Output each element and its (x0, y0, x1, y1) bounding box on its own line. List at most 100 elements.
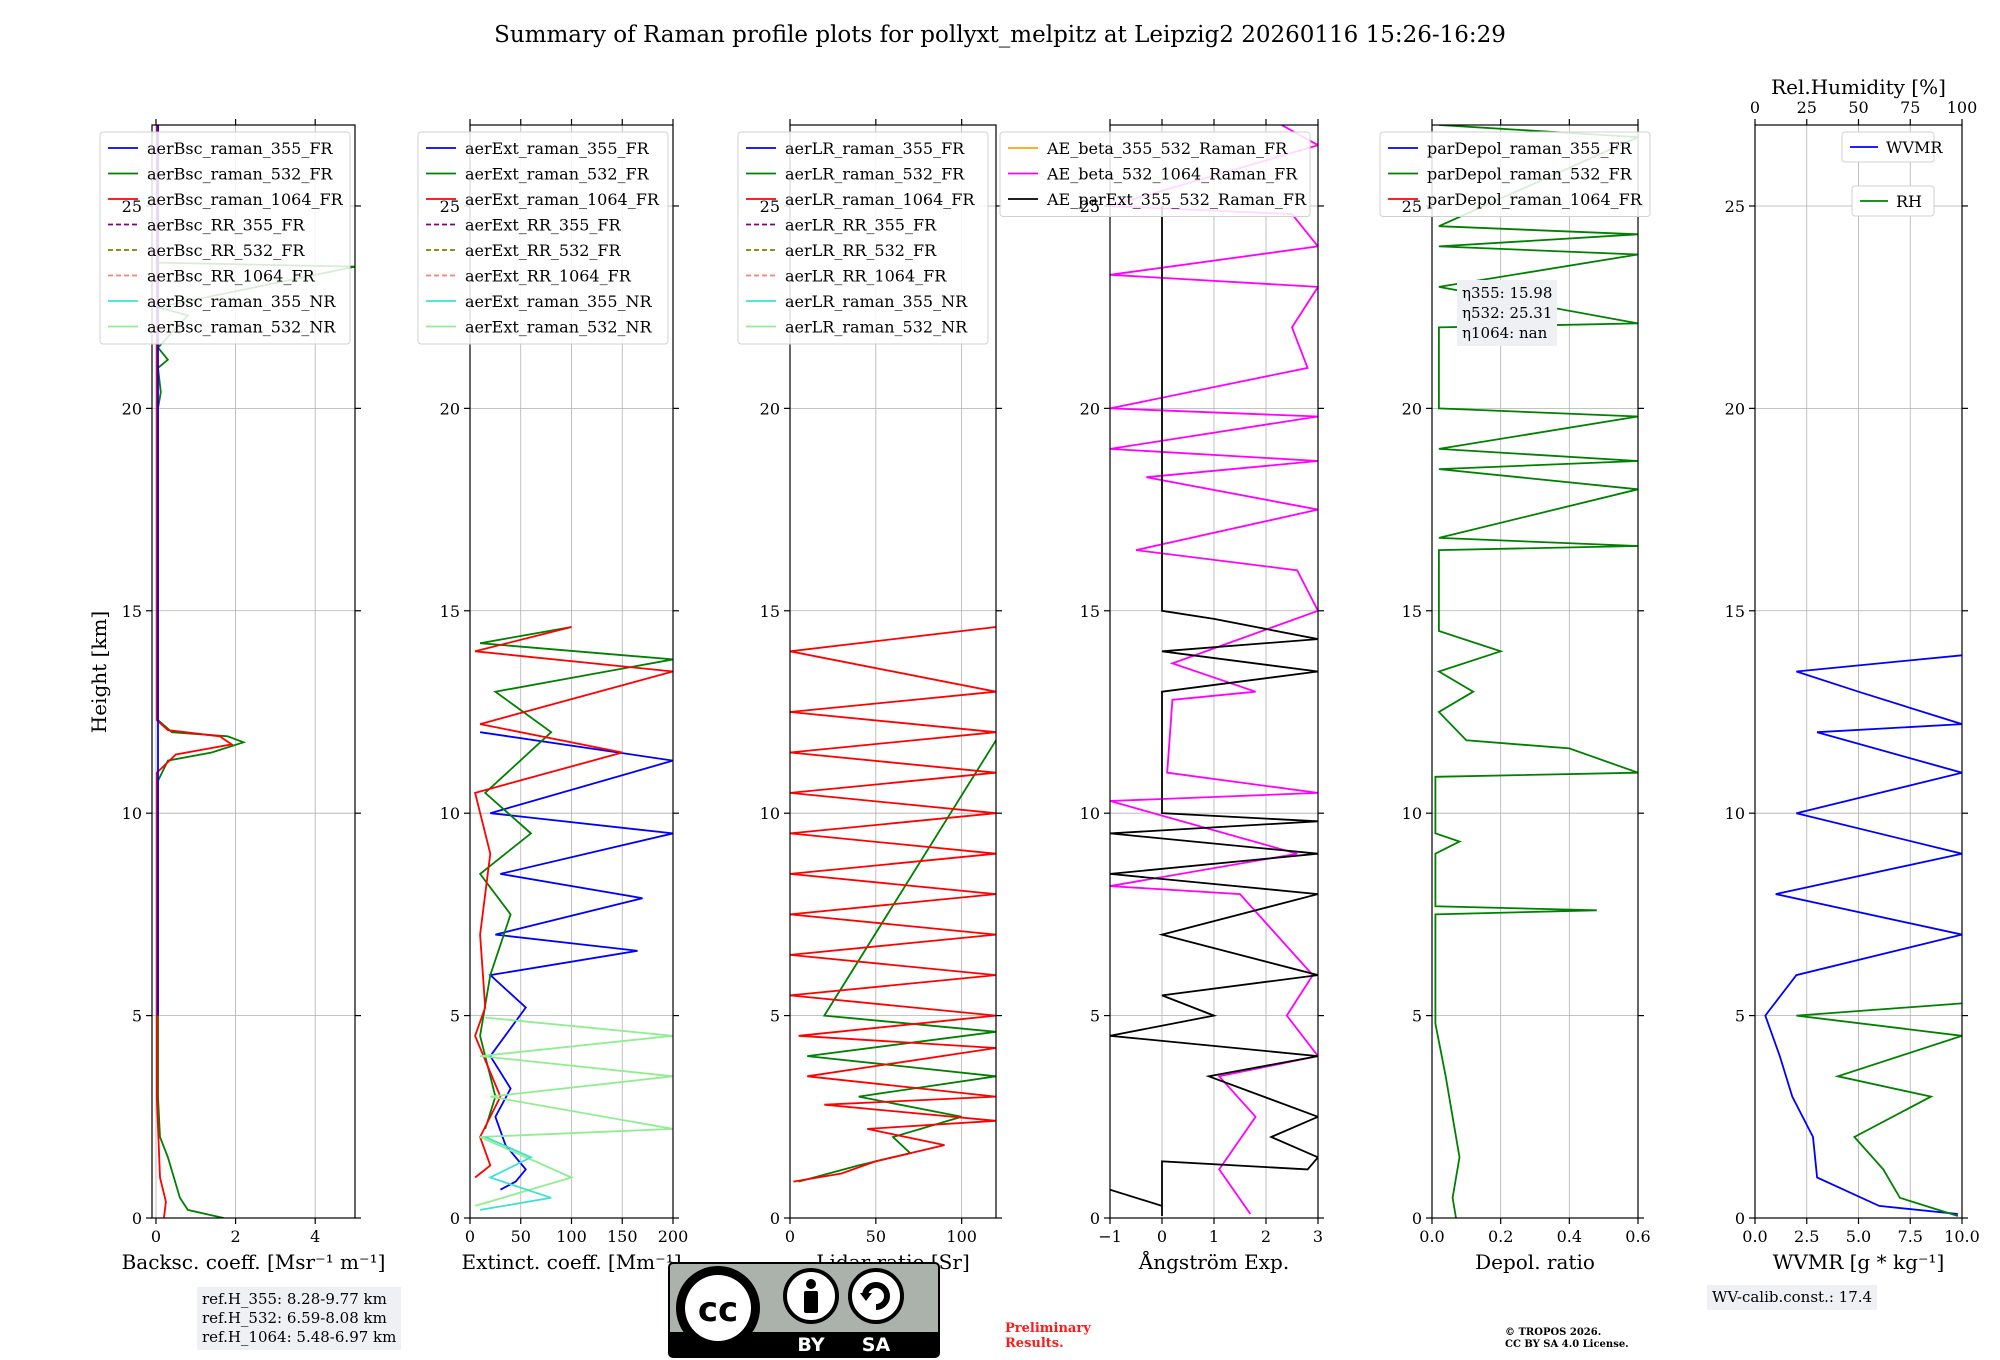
legend-entry: aerExt_RR_355_FR (465, 216, 622, 235)
y-tick-label: 10 (1725, 804, 1745, 823)
legend-entry: WVMR (1886, 138, 1943, 157)
series-aerExt_raman_355_FR (479, 731, 673, 1191)
legend-entry: aerBsc_raman_355_FR (147, 139, 333, 158)
series-aerLR_raman_532_FR (798, 739, 996, 1183)
x-tick-label: 100 (556, 1227, 587, 1246)
x-tick-label: 4 (310, 1227, 320, 1246)
x-axis-label: Extinct. coeff. [Mm⁻¹] (461, 1250, 681, 1274)
y-tick-label: 20 (760, 399, 780, 418)
sa-share-alike-icon (848, 1268, 904, 1324)
y-tick-label: 5 (132, 1007, 142, 1026)
x-tick-label: 2.5 (1794, 1227, 1819, 1246)
legend-entry: aerExt_raman_355_NR (465, 292, 653, 311)
y-tick-label: 25 (440, 197, 460, 216)
y-tick-label: 15 (1080, 602, 1100, 621)
axes-frame (151, 124, 356, 1219)
x-tick-label: 3 (1313, 1227, 1323, 1246)
y-tick-label: 25 (760, 197, 780, 216)
y-tick-label: 0 (1412, 1209, 1422, 1228)
axes-frame (1431, 124, 1639, 1219)
y-tick-label: 20 (1725, 399, 1745, 418)
rh-axis-label: Rel.Humidity [%] (1771, 75, 1946, 99)
rh-tick-label: 75 (1900, 98, 1920, 117)
legend-entry: AE_beta_532_1064_Raman_FR (1046, 165, 1298, 184)
legend-entry: aerExt_raman_1064_FR (465, 190, 660, 209)
legend-box (1379, 131, 1651, 217)
legend-entry: aerLR_raman_532_NR (785, 318, 968, 337)
preliminary-note: Preliminary Results. (1005, 1321, 1091, 1351)
panel-ext (417, 119, 679, 1224)
x-axis-label: WVMR [g * kg⁻¹] (1773, 1250, 1945, 1274)
legend-entry: RH (1896, 192, 1922, 211)
wv-calib-box: WV-calib.const.: 17.4 (1707, 1285, 1878, 1310)
x-tick-label: 150 (607, 1227, 638, 1246)
legend-entry: AE_beta_355_532_Raman_FR (1046, 139, 1288, 158)
x-tick-label: 2 (1261, 1227, 1271, 1246)
legend-entry: aerLR_raman_355_NR (785, 292, 968, 311)
y-tick-label: 10 (1080, 804, 1100, 823)
rh-tick-label: 100 (1947, 98, 1978, 117)
x-tick-label: 0.4 (1557, 1227, 1582, 1246)
x-tick-label: 0 (785, 1227, 795, 1246)
y-tick-label: 25 (1080, 197, 1100, 216)
preliminary-line-2: Results. (1005, 1336, 1064, 1351)
sa-label: SA (862, 1334, 891, 1356)
y-tick-label: 15 (440, 602, 460, 621)
preliminary-line-1: Preliminary (1005, 1321, 1091, 1336)
y-tick-label: 0 (770, 1209, 780, 1228)
y-tick-label: 10 (760, 804, 780, 823)
y-tick-label: 15 (760, 602, 780, 621)
legend-entry: aerExt_raman_355_FR (465, 139, 650, 158)
legend-box-WVMR (1841, 131, 1935, 163)
x-tick-label: 0.0 (1742, 1227, 1767, 1246)
panel-wv (1749, 124, 1968, 1224)
x-tick-label: 200 (658, 1227, 689, 1246)
legend-entry: aerLR_raman_532_FR (785, 165, 965, 184)
cc-by-sa-logo: cc BY SA (668, 1262, 940, 1358)
copyright-line-1: © TROPOS 2026. (1505, 1327, 1602, 1338)
copyright-note: © TROPOS 2026. CC BY SA 4.0 License. (1505, 1327, 1629, 1351)
x-tick-label: 0.0 (1419, 1227, 1444, 1246)
x-tick-label: 5.0 (1846, 1227, 1871, 1246)
series-aerExt_raman_532_FR (478, 626, 673, 1130)
legend-entry: aerBsc_RR_1064_FR (147, 267, 316, 286)
legend-entry: AE_parExt_355_532_Raman_FR (1046, 190, 1307, 209)
y-tick-label: 0 (132, 1209, 142, 1228)
x-axis-label: Backsc. coeff. [Msr⁻¹ m⁻¹] (122, 1250, 386, 1274)
legend-entry: aerBsc_raman_532_NR (147, 318, 336, 337)
x-tick-label: 0.6 (1625, 1227, 1650, 1246)
series-AE_beta_532_1064_Raman_FR (1110, 125, 1318, 1215)
series-aerBsc_raman_1064_FR (155, 125, 234, 1218)
y-tick-label: 5 (1735, 1007, 1745, 1026)
by-person-head (806, 1279, 816, 1289)
legend-entry: aerExt_raman_532_FR (465, 165, 650, 184)
x-tick-label: −1 (1098, 1227, 1122, 1246)
panel-depol (1379, 119, 1651, 1224)
y-tick-label: 5 (1412, 1007, 1422, 1026)
ref-height-1064: ref.H_1064: 5.48-6.97 km (202, 1328, 397, 1346)
eta-box: η355: 15.98 η532: 25.31 η1064: nan (1457, 280, 1558, 346)
series-RH (1796, 1002, 1962, 1217)
y-tick-label: 10 (122, 804, 142, 823)
legend-entry: aerBsc_raman_355_NR (147, 292, 336, 311)
x-tick-label: 50 (866, 1227, 886, 1246)
cc-letters: cc (698, 1290, 738, 1330)
legend-box (737, 131, 989, 345)
y-tick-label: 5 (1090, 1007, 1100, 1026)
legend-entry: aerExt_raman_532_NR (465, 318, 653, 337)
series-aerExt_raman_532_NR (474, 1016, 673, 1207)
y-tick-label: 0 (1735, 1209, 1745, 1228)
legend-entry: aerBsc_raman_532_FR (147, 165, 333, 184)
ref-height-532: ref.H_532: 6.59-8.08 km (202, 1309, 387, 1327)
x-tick-label: 0 (465, 1227, 475, 1246)
y-tick-label: 20 (1080, 399, 1100, 418)
legend-entry: aerLR_RR_1064_FR (785, 267, 947, 286)
series-WVMR (1764, 654, 1962, 1215)
y-axis-label: Height [km] (87, 611, 111, 733)
by-person-body (804, 1291, 818, 1313)
legend-entry: aerExt_RR_1064_FR (465, 267, 632, 286)
legend-box-RH (1851, 185, 1935, 217)
rh-tick-label: 0 (1750, 98, 1760, 117)
x-tick-label: 7.5 (1898, 1227, 1923, 1246)
